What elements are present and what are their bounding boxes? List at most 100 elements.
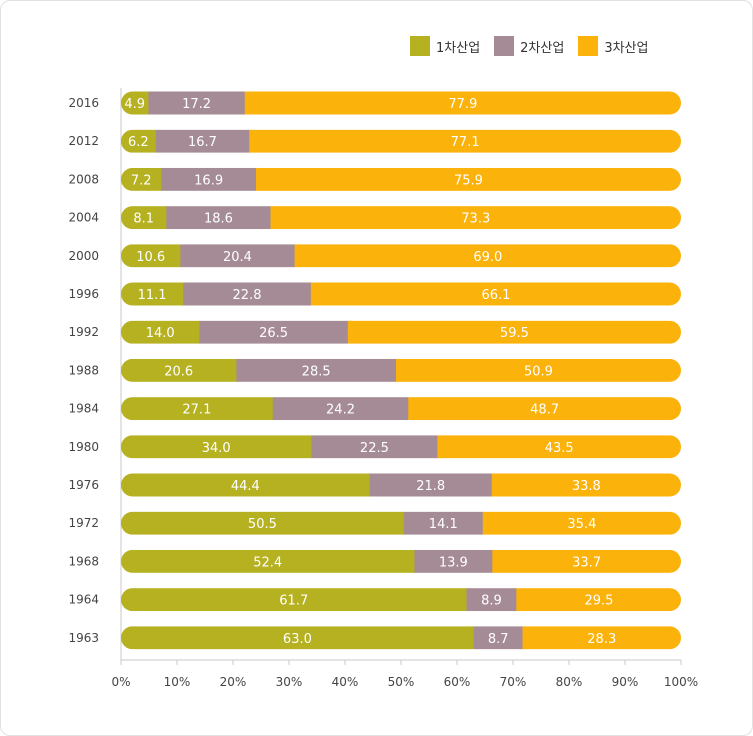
bar-segment xyxy=(183,282,312,306)
bar-segment xyxy=(121,282,184,306)
data-label: 75.9 xyxy=(454,173,483,188)
bar-segment xyxy=(121,626,475,650)
data-label: 61.7 xyxy=(279,594,308,609)
x-tick-label: 70% xyxy=(500,675,527,689)
bar-segment xyxy=(403,511,484,535)
data-label: 22.5 xyxy=(360,441,389,456)
bar-segment xyxy=(199,320,349,344)
legend-item-series-2: 2차산업 xyxy=(494,36,564,56)
bar-segment xyxy=(347,320,681,344)
data-label: 44.4 xyxy=(231,479,260,494)
bar-segment xyxy=(121,435,312,459)
data-label: 16.9 xyxy=(194,173,223,188)
data-label: 29.5 xyxy=(584,594,613,609)
y-tick-label: 1984 xyxy=(68,402,99,416)
bar-segment xyxy=(121,511,405,535)
data-label: 50.9 xyxy=(524,364,553,379)
bar-segment xyxy=(236,358,397,382)
bar-segment xyxy=(155,129,250,153)
bar-row xyxy=(121,91,681,115)
y-tick-label: 1980 xyxy=(68,440,99,454)
data-label: 8.7 xyxy=(488,632,509,647)
bar-segment xyxy=(311,435,438,459)
x-tick-label: 40% xyxy=(332,675,359,689)
bar-segment xyxy=(516,588,681,612)
bar-row xyxy=(121,244,681,268)
data-label: 66.1 xyxy=(481,288,510,303)
bar-segment xyxy=(121,129,157,153)
y-tick-label: 1964 xyxy=(68,593,99,607)
data-label: 21.8 xyxy=(416,479,445,494)
data-label: 6.2 xyxy=(128,135,149,150)
data-label: 13.9 xyxy=(439,555,468,570)
data-label: 69.0 xyxy=(473,250,502,265)
bar-segment xyxy=(121,244,181,268)
bar-row xyxy=(121,588,681,612)
data-label: 16.7 xyxy=(188,135,217,150)
bar-segment xyxy=(408,397,681,421)
legend: 1차산업 2차산업 3차산업 xyxy=(410,36,662,56)
data-label: 14.1 xyxy=(429,517,458,532)
y-tick-label: 1996 xyxy=(68,287,99,301)
bar-segment xyxy=(492,549,681,573)
data-label: 34.0 xyxy=(202,441,231,456)
bar-segment xyxy=(121,206,167,230)
legend-item-series-3: 3차산업 xyxy=(578,36,648,56)
x-tick-label: 50% xyxy=(388,675,415,689)
data-label: 22.8 xyxy=(233,288,262,303)
bar-row xyxy=(121,206,681,230)
y-tick-label: 1988 xyxy=(68,363,99,377)
y-tick-label: 2000 xyxy=(68,249,99,263)
bar-row xyxy=(121,473,681,497)
bar-segment xyxy=(121,397,274,421)
data-label: 50.5 xyxy=(248,517,277,532)
legend-label-series-3: 3차산업 xyxy=(604,40,649,56)
bar-segment xyxy=(121,320,200,344)
data-label: 8.1 xyxy=(133,212,154,227)
y-tick-label: 2012 xyxy=(68,134,99,148)
bar-segment xyxy=(310,282,681,306)
bar-segment xyxy=(161,167,257,191)
data-label: 11.1 xyxy=(138,288,167,303)
bar-segment xyxy=(414,549,493,573)
y-tick-label: 1992 xyxy=(68,325,99,339)
bar-row xyxy=(121,397,681,421)
legend-label-series-1: 1차산업 xyxy=(436,40,481,56)
data-label: 26.5 xyxy=(259,326,288,341)
bar-segment xyxy=(121,588,468,612)
y-tick-label: 2004 xyxy=(68,211,99,225)
data-label: 8.9 xyxy=(481,594,502,609)
data-label: 77.9 xyxy=(448,97,477,112)
data-label: 7.2 xyxy=(131,173,152,188)
x-tick-label: 10% xyxy=(164,675,191,689)
bar-segment xyxy=(466,588,517,612)
bar-segment xyxy=(491,473,681,497)
bar-row xyxy=(121,626,681,650)
x-tick-label: 0% xyxy=(111,675,130,689)
bar-row xyxy=(121,167,681,191)
legend-item-series-1: 1차산업 xyxy=(410,36,480,56)
data-label: 33.7 xyxy=(572,555,601,570)
bar-segment xyxy=(482,511,681,535)
y-tick-label: 1972 xyxy=(68,516,99,530)
bar-segment xyxy=(270,206,681,230)
bar-segment xyxy=(369,473,493,497)
data-label: 63.0 xyxy=(283,632,312,647)
data-label: 43.5 xyxy=(545,441,574,456)
x-tick-label: 80% xyxy=(556,675,583,689)
data-label: 24.2 xyxy=(326,403,355,418)
data-label: 14.0 xyxy=(146,326,175,341)
legend-swatch-series-2 xyxy=(494,36,515,56)
bar-row xyxy=(121,358,681,382)
bar-segment xyxy=(272,397,409,421)
data-label: 20.4 xyxy=(223,250,252,265)
bar-segment xyxy=(121,91,149,115)
y-tick-label: 1963 xyxy=(68,631,99,645)
x-tick-label: 20% xyxy=(220,675,247,689)
y-tick-label: 1968 xyxy=(68,554,99,568)
data-label: 18.6 xyxy=(204,212,233,227)
y-tick-label: 1976 xyxy=(68,478,99,492)
bar-segment xyxy=(121,358,237,382)
x-tick-label: 100% xyxy=(664,675,698,689)
